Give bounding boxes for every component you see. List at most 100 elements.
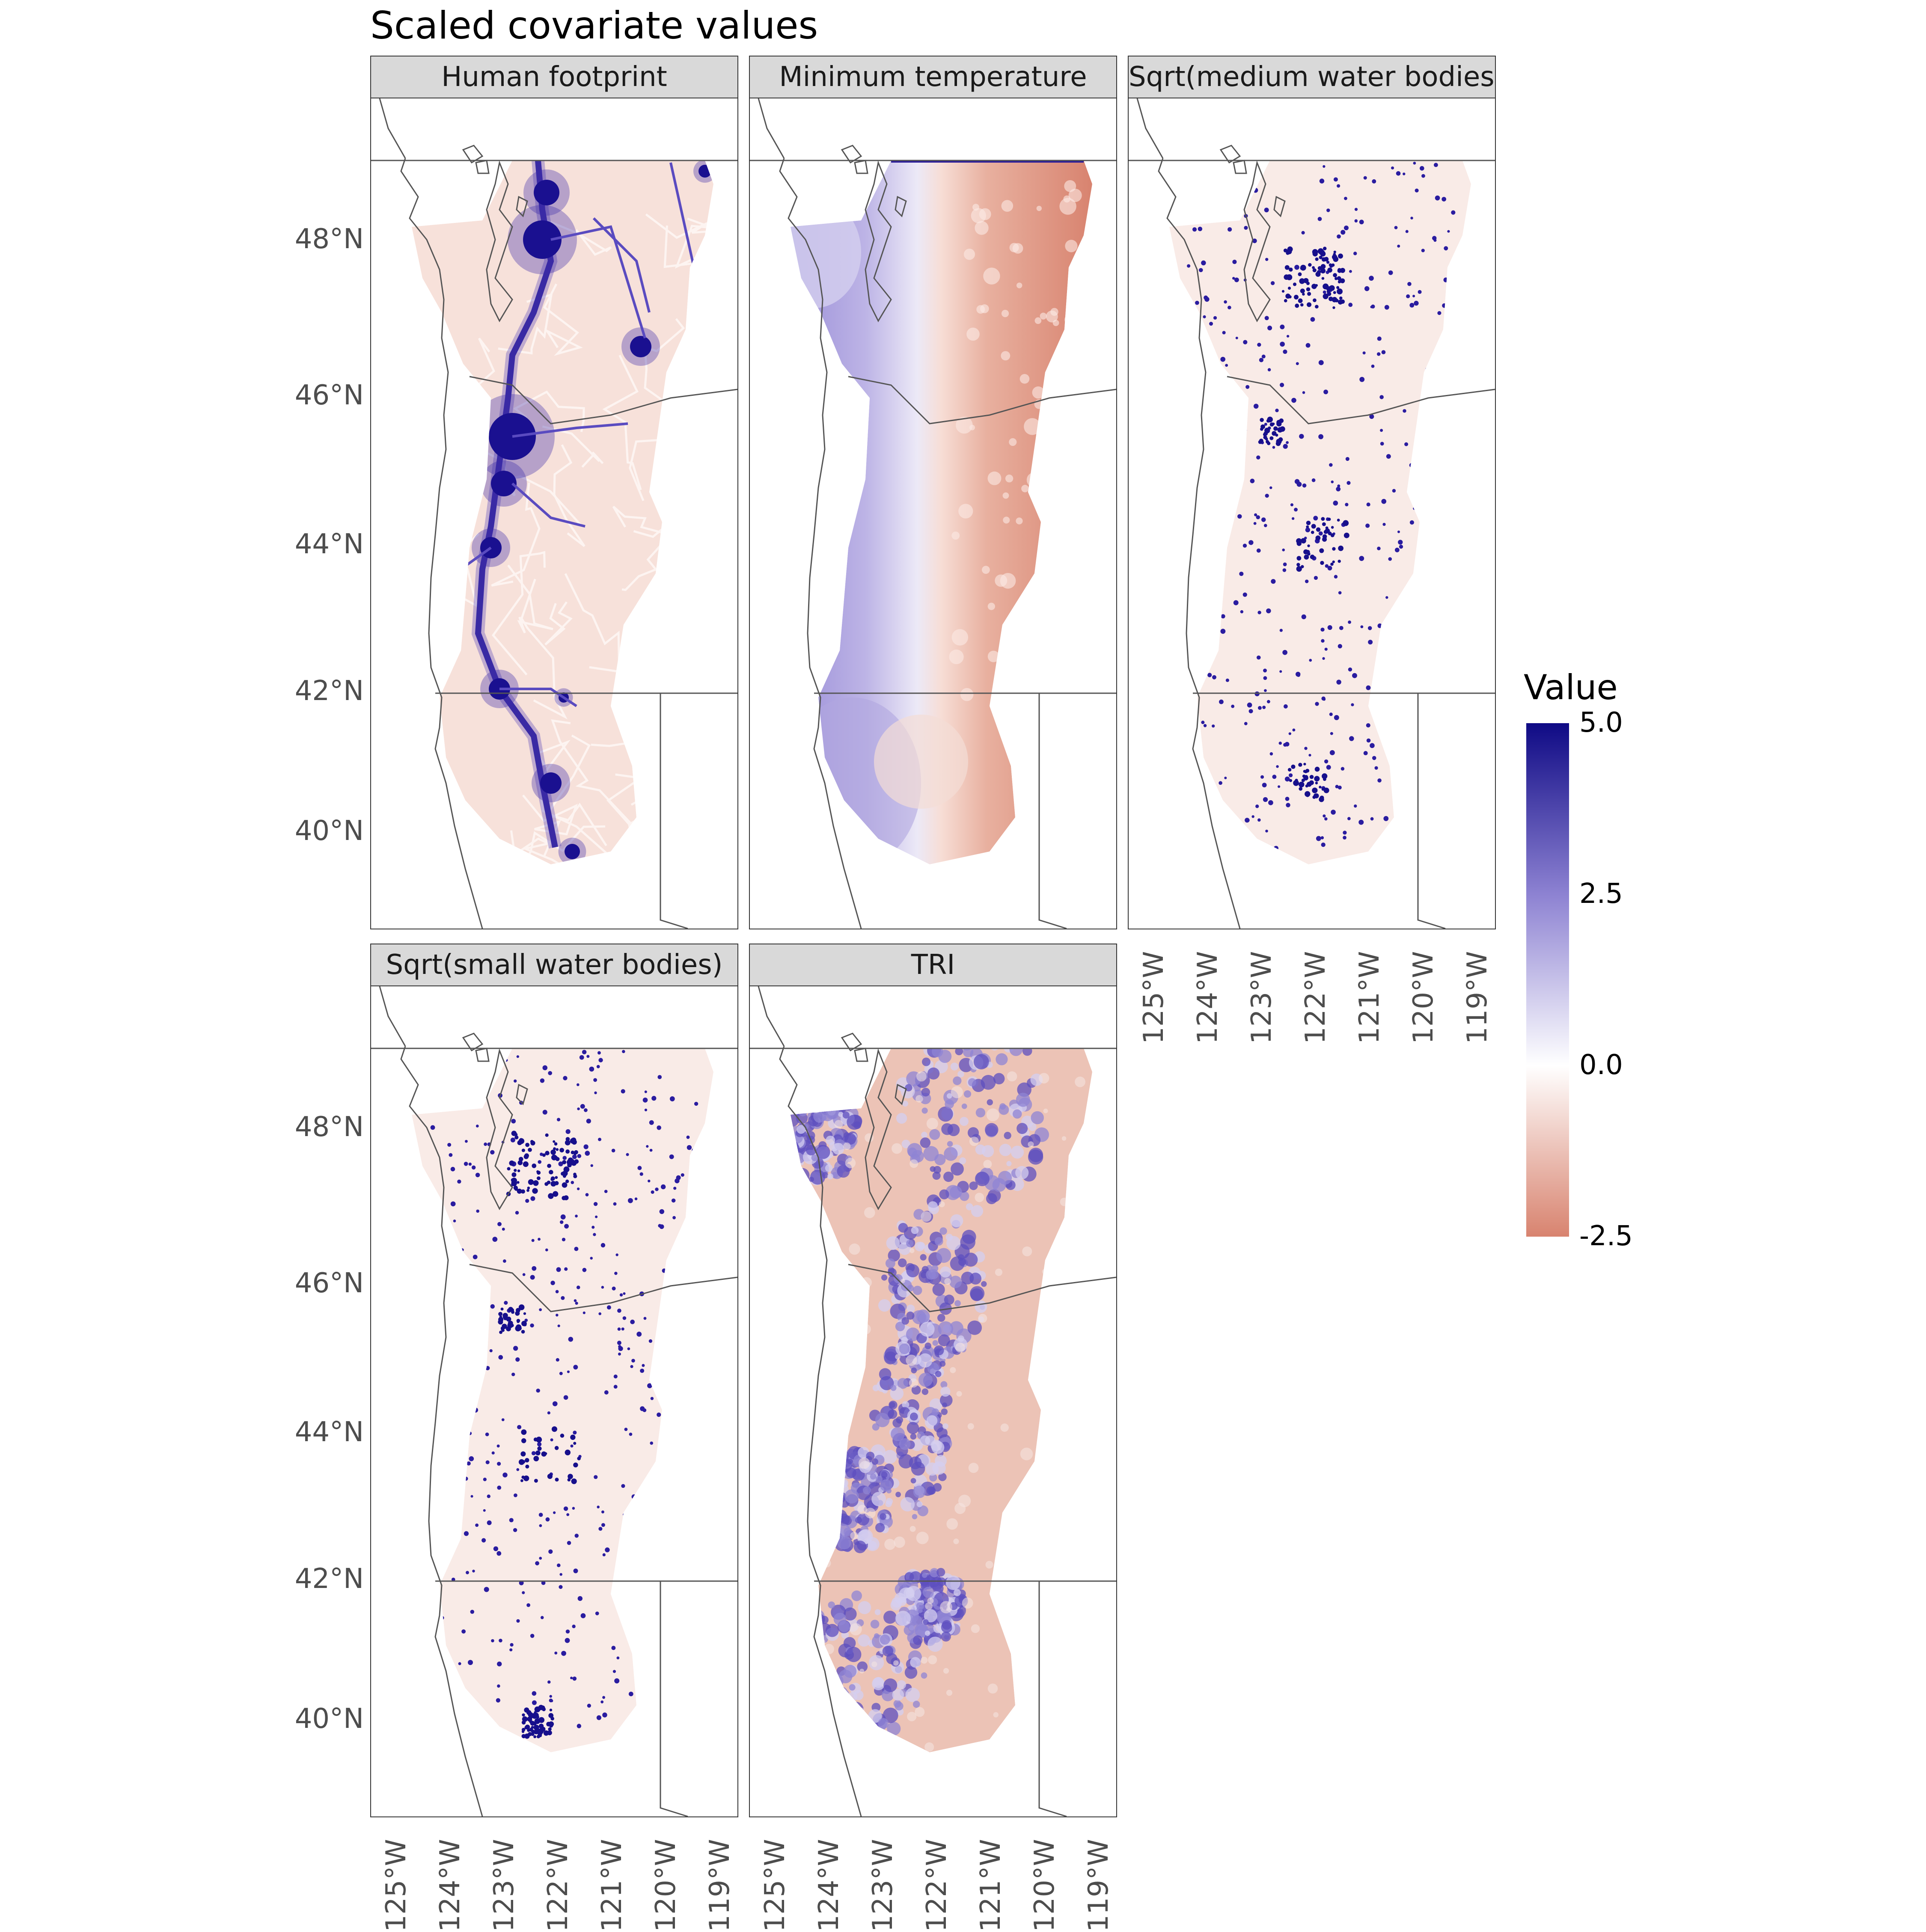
water-body-point: [634, 1197, 638, 1200]
island-outline: [841, 145, 862, 164]
water-body-point: [1327, 566, 1332, 571]
road-trace: [522, 794, 578, 857]
water-body-point: [1377, 336, 1382, 341]
water-body-point: [1310, 317, 1315, 322]
water-body-point: [1252, 238, 1257, 243]
water-body-point: [565, 1629, 570, 1634]
water-body-point: [553, 1191, 559, 1197]
water-body-point: [483, 1478, 487, 1481]
water-body-point: [1284, 742, 1290, 747]
water-body-point: [1332, 547, 1336, 551]
water-body-point: [1237, 514, 1242, 519]
water-body-point: [502, 1324, 507, 1329]
water-body-point: [1340, 278, 1345, 283]
water-body-point: [516, 1468, 520, 1471]
water-body-point: [501, 1418, 505, 1422]
water-body-point: [554, 1446, 559, 1450]
water-body-point: [621, 1089, 625, 1094]
legend-tick-label: 0.0: [1579, 1049, 1623, 1081]
water-body-point: [1294, 507, 1298, 512]
water-body-point: [556, 1148, 559, 1151]
water-body-point: [1336, 680, 1341, 685]
water-body-point: [1298, 298, 1303, 303]
island-outline: [475, 1048, 490, 1062]
water-body-point: [1327, 291, 1332, 296]
water-body-point: [1358, 819, 1364, 825]
island-outline: [854, 160, 868, 174]
water-body-point: [1250, 478, 1255, 484]
water-body-point: [619, 1293, 623, 1297]
water-body-point: [541, 1451, 547, 1457]
water-body-point: [1316, 836, 1321, 841]
water-body-point: [560, 1433, 565, 1438]
water-body-point: [1232, 259, 1237, 264]
water-body-point: [1284, 299, 1287, 303]
water-body-point: [521, 1438, 526, 1443]
water-body-point: [602, 1712, 607, 1718]
water-body-point: [1372, 179, 1376, 184]
water-body-point: [613, 1374, 618, 1379]
water-body-point: [636, 1331, 642, 1337]
water-body-point: [547, 1680, 551, 1684]
puget-sound-outline: [865, 1048, 892, 1211]
water-body-point: [1195, 300, 1199, 305]
water-body-point: [1418, 290, 1422, 294]
water-body-point: [1319, 786, 1322, 789]
water-body-point: [499, 1330, 502, 1334]
water-body-point: [517, 1425, 522, 1430]
water-body-point: [1399, 544, 1403, 549]
water-body-point: [453, 1220, 456, 1223]
water-body-point: [516, 1055, 519, 1058]
y-tick-label: 42°N: [294, 675, 364, 707]
water-body-point: [1283, 704, 1288, 709]
water-body-point: [1264, 423, 1267, 426]
map-plot-area: [1128, 98, 1496, 929]
urban-area: [540, 772, 562, 794]
water-body-point: [1198, 226, 1203, 231]
water-body-point: [600, 1700, 604, 1703]
water-body-point: [594, 1475, 598, 1479]
water-body-point: [639, 1172, 643, 1176]
water-body-point: [1281, 290, 1285, 293]
water-body-point: [1257, 611, 1261, 614]
water-body-point: [1314, 776, 1320, 782]
road-trace: [520, 579, 568, 720]
water-body-point: [550, 1149, 556, 1155]
water-body-point: [1247, 702, 1252, 708]
water-body-point: [537, 1442, 542, 1447]
y-tick-label: 48°N: [294, 223, 364, 255]
water-body-point: [502, 1472, 508, 1478]
water-body-point: [1333, 250, 1336, 254]
water-body-point: [526, 1189, 529, 1192]
y-tick-label: 44°N: [294, 1416, 364, 1448]
water-body-point: [502, 1227, 505, 1231]
water-body-point: [1279, 629, 1283, 632]
water-body-point: [559, 1371, 563, 1375]
water-body-point: [507, 1167, 511, 1171]
water-body-point: [475, 1523, 479, 1527]
water-body-point: [534, 1478, 538, 1483]
water-body-point: [1245, 385, 1250, 389]
road-trace: [513, 390, 585, 432]
water-body-point: [496, 1698, 500, 1703]
water-body-point: [1303, 770, 1306, 773]
water-body-point: [473, 1255, 478, 1259]
water-body-point: [1296, 673, 1300, 677]
water-body-point: [1298, 763, 1302, 767]
water-body-point: [1286, 441, 1289, 444]
road-trace: [542, 425, 604, 468]
water-body-point: [655, 1187, 659, 1191]
water-body-point: [1314, 766, 1320, 772]
water-body-point: [593, 1202, 598, 1206]
boundary-lines: [1129, 98, 1495, 929]
x-tick-label: 123°W: [867, 1839, 899, 1932]
water-body-point: [1321, 277, 1325, 280]
water-body-point: [1311, 478, 1316, 482]
water-body-point: [686, 1135, 690, 1139]
water-body-point: [1337, 519, 1340, 522]
road-trace: [544, 601, 573, 646]
water-body-point: [1325, 528, 1330, 534]
water-body-point: [1192, 227, 1197, 232]
water-body-point: [1354, 208, 1358, 211]
water-body-point: [515, 1357, 520, 1362]
